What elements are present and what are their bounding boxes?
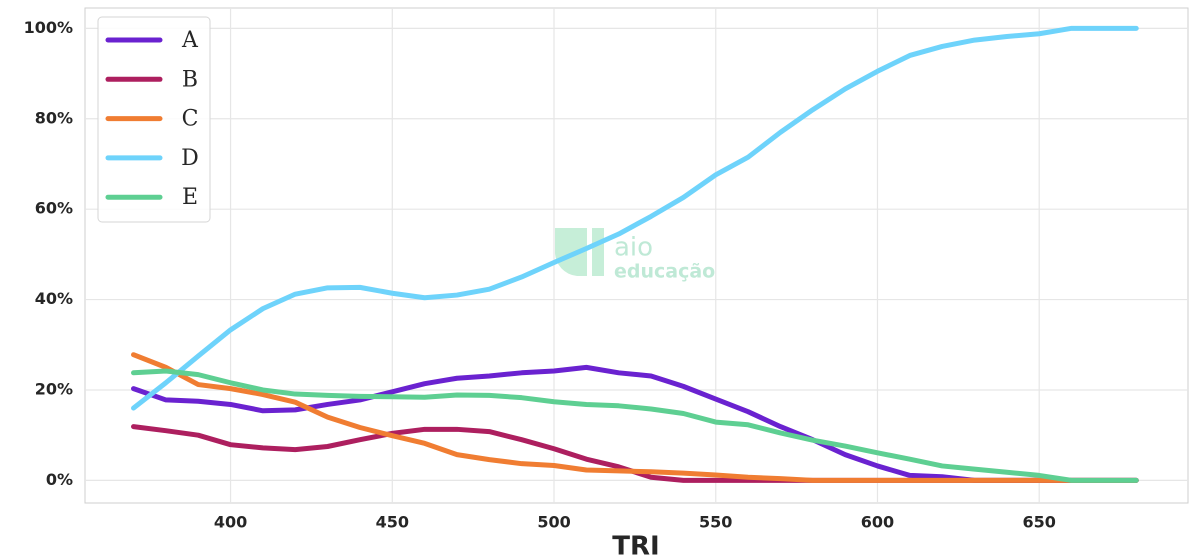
legend-label: C <box>182 107 199 132</box>
y-tick-label: 100% <box>24 18 73 37</box>
x-tick-label: 550 <box>699 513 732 532</box>
series-line <box>131 352 1139 483</box>
x-tick-label: 600 <box>861 513 894 532</box>
y-tick-label: 60% <box>35 199 73 218</box>
watermark-tagline: educação <box>614 261 715 283</box>
y-tick-label: 0% <box>46 470 73 489</box>
legend-label: A <box>181 28 199 53</box>
x-tick-label: 650 <box>1023 513 1056 532</box>
x-tick-label: 450 <box>376 513 409 532</box>
y-tick-label: 80% <box>35 108 73 127</box>
x-tick-label: 500 <box>537 513 570 532</box>
plot-area <box>84 7 1189 504</box>
legend-label: D <box>181 146 199 171</box>
y-tick-label: 20% <box>35 379 73 398</box>
legend-label: E <box>182 185 198 210</box>
series-line <box>131 368 1139 483</box>
x-tick-label: 400 <box>214 513 247 532</box>
watermark-brand: aio <box>614 233 653 263</box>
series-line <box>131 25 1139 411</box>
legend-label: B <box>182 67 198 92</box>
y-tick-label: 40% <box>35 289 73 308</box>
x-axis-label: TRI <box>612 532 659 560</box>
